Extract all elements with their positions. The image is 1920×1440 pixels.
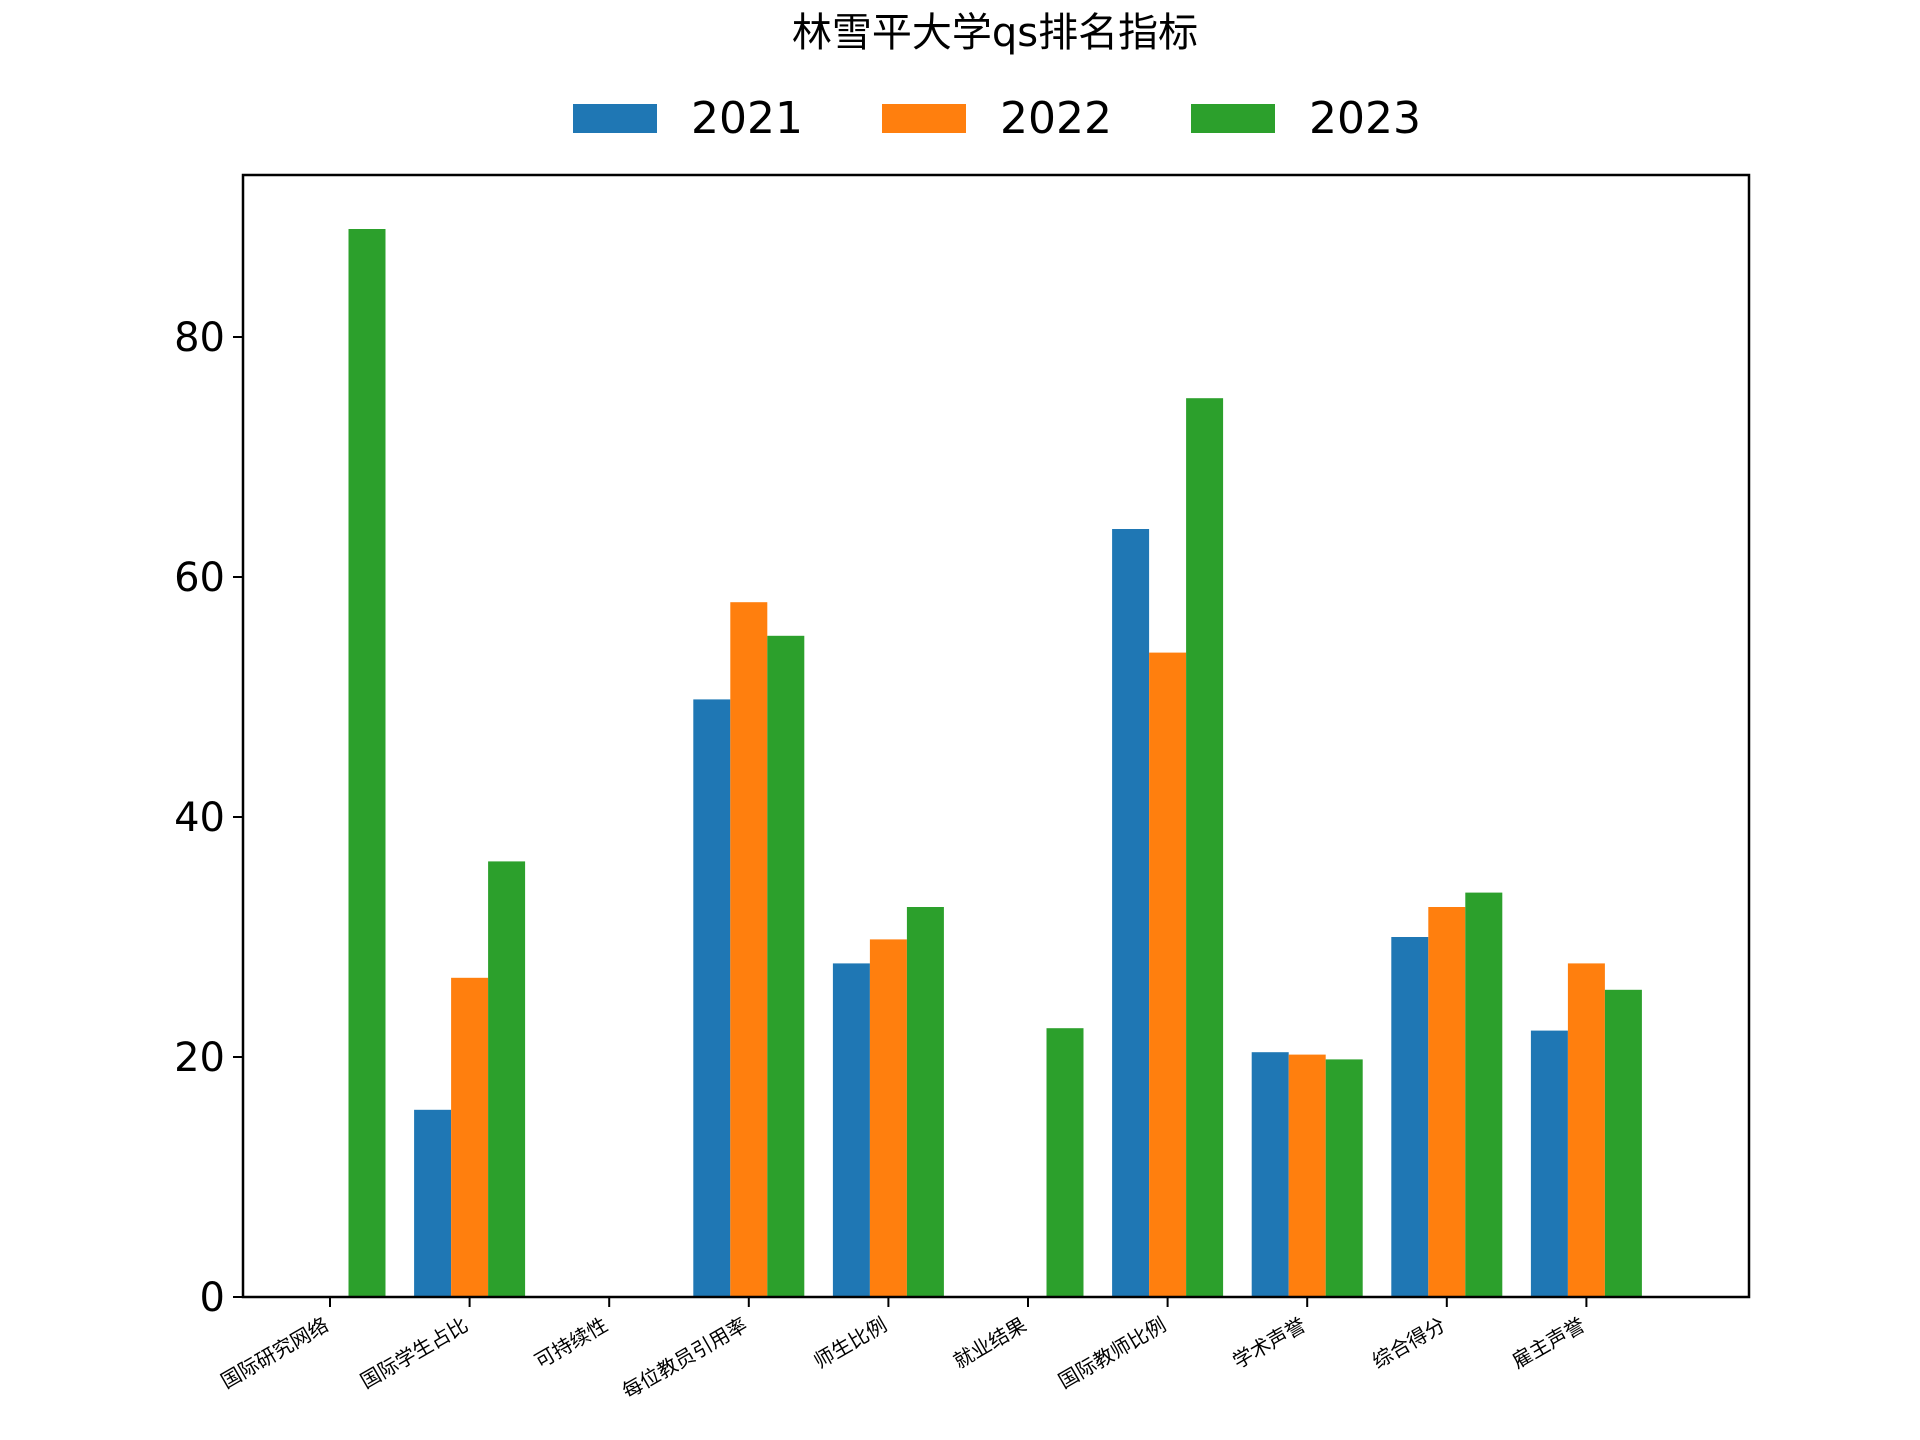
bar-2022-9 [1567,963,1605,1297]
bar-2022-7 [1288,1054,1326,1297]
bar-2021-3 [693,699,731,1297]
y-tick-label-2: 40 [174,795,225,841]
bar-2022-8 [1428,907,1466,1297]
bar-2021-7 [1251,1052,1289,1297]
legend-swatch-2021 [573,104,657,133]
x-tick-label-9: 雇主声誉 [1508,1313,1589,1374]
bar-2023-8 [1465,892,1503,1297]
bar-2023-0 [348,229,386,1297]
chart-title: 林雪平大学qs排名指标 [792,10,1198,56]
plot-frame [241,173,1751,1299]
bar-2022-6 [1149,652,1187,1297]
bar-2023-7 [1325,1059,1363,1297]
legend-swatch-2023 [1191,104,1275,133]
legend-swatch-2022 [882,104,966,133]
x-tick-label-5: 就业结果 [949,1313,1030,1374]
bar-2022-1 [451,977,489,1297]
legend: 2021 2022 2023 [573,93,1421,144]
x-tick-label-1: 国际学生占比 [356,1313,472,1394]
y-tick-label-0: 0 [200,1275,225,1321]
bar-2022-4 [869,939,907,1297]
bar-2023-3 [767,635,805,1297]
legend-label-2021: 2021 [691,93,803,144]
x-tick-label-7: 学术声誉 [1228,1313,1309,1374]
x-tick-label-3: 每位教员引用率 [618,1313,751,1404]
bar-2023-1 [488,861,526,1297]
bar-2021-9 [1530,1030,1568,1297]
x-axis: 国际研究网络 国际学生占比 可持续性 每位教员引用率 师生比例 就业结果 国际教师比例 学术声… [217,1297,1589,1403]
y-tick-label-4: 80 [174,315,225,361]
bar-2023-6 [1186,398,1224,1297]
x-tick-label-0: 国际研究网络 [217,1313,333,1394]
y-tick-label-1: 20 [174,1035,225,1081]
bar-2023-5 [1046,1028,1084,1297]
y-axis: 0 20 40 60 80 [174,315,243,1321]
bars [348,229,1642,1297]
bar-2021-4 [832,963,870,1297]
x-tick-label-2: 可持续性 [530,1313,611,1374]
legend-label-2023: 2023 [1309,93,1421,144]
y-tick-label-3: 60 [174,555,225,601]
x-tick-label-8: 综合得分 [1368,1313,1449,1374]
bar-2023-4 [906,907,944,1297]
x-tick-label-4: 师生比例 [810,1313,891,1374]
bar-2022-3 [730,602,768,1297]
bar-2021-6 [1112,529,1150,1297]
bar-2021-1 [414,1109,452,1297]
bar-2021-8 [1391,937,1429,1297]
bar-2023-9 [1604,989,1642,1297]
legend-label-2022: 2022 [1000,93,1112,144]
x-tick-label-6: 国际教师比例 [1054,1313,1170,1394]
